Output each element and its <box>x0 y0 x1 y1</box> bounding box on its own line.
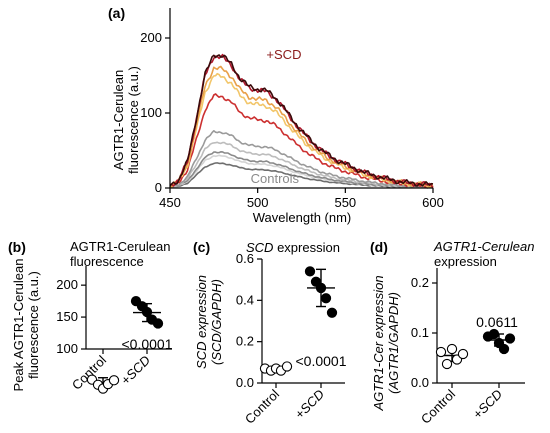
control-point <box>457 348 469 360</box>
x-tick-label: Control <box>418 386 458 426</box>
scd-point <box>315 282 327 294</box>
panel-b-ylabel-line1: Peak AGTR1-Cerulean <box>11 259 26 392</box>
panel-a-label: (a) <box>108 5 125 21</box>
y-tick-label: 150 <box>56 309 78 324</box>
panel-c-ylabel-line2: (SCD/GAPDH) <box>209 279 224 365</box>
panel-b-label: (b) <box>8 239 26 255</box>
scd-point <box>326 307 338 318</box>
y-tick-label: 0.4 <box>236 292 254 307</box>
spectrum-control-6 <box>169 141 434 189</box>
panel-d-label: (d) <box>370 239 388 255</box>
y-tick-label: 0.2 <box>411 275 429 290</box>
spectrum-control-8 <box>169 154 434 189</box>
scd-point <box>320 293 332 304</box>
panel-d-ylabel-line1: AGTR1-Cer expression <box>371 275 386 411</box>
x-tick-label: +SCD <box>470 387 505 422</box>
panel-c-title-suffix: expression <box>273 240 339 255</box>
x-tick-label: 550 <box>334 195 356 210</box>
annotation-scd: +SCD <box>266 47 301 62</box>
panel-b-title-line1: AGTR1-Cerulean <box>70 239 170 254</box>
panel-d-title-line1: AGTR1-Cerulean <box>433 239 534 254</box>
control-point <box>446 343 458 355</box>
x-tick-label: 600 <box>422 195 444 210</box>
panel-a-ticks: 450 500 550 600 0 100 200 <box>140 30 444 210</box>
panel-d-agtr1-expression: (d) AGTR1-Cerulean expression AGTR1-Cer … <box>370 239 534 427</box>
y-tick-label: 100 <box>56 341 78 356</box>
panel-c-label: (c) <box>193 239 210 255</box>
control-point <box>435 346 447 358</box>
panel-d-plot: 0.0 0.1 0.2 Control +SCD <box>411 268 525 427</box>
annotation-controls: Controls <box>251 171 300 186</box>
panel-d-ylabel-line2: (AGTR1/GAPDH) <box>386 292 401 394</box>
scd-point <box>152 318 164 329</box>
x-tick-label: 500 <box>247 195 269 210</box>
panel-b-pvalue: <0.0001 <box>122 336 173 352</box>
y-tick-label: 200 <box>56 277 78 292</box>
scd-point <box>498 343 510 355</box>
scd-point <box>504 333 516 344</box>
panel-b-ylabel-line2: fluorescence (a.u.) <box>26 271 41 379</box>
panel-b-peak-fluorescence: (b) AGTR1-Cerulean fluorescence Peak AGT… <box>8 239 173 394</box>
x-tick-label: 450 <box>159 195 181 210</box>
panel-d-pvalue: 0.0611 <box>476 314 518 330</box>
x-tick-label: +SCD <box>292 387 327 422</box>
x-axis-label: Wavelength (nm) <box>253 210 352 225</box>
spectra-curves <box>169 53 434 189</box>
y-tick-label: 0.1 <box>411 325 429 340</box>
y-tick-label: 0.6 <box>236 251 254 266</box>
y-tick-label: 100 <box>140 105 162 120</box>
y-tick-label: 0.2 <box>236 334 254 349</box>
y-axis-label-line1: AGTR1-Cerulean <box>111 70 126 170</box>
control-point <box>281 361 293 372</box>
panel-c-title-gene: SCD <box>246 240 273 255</box>
y-tick-label: 200 <box>140 30 162 45</box>
panel-c-pvalue: <0.0001 <box>296 353 347 369</box>
panel-b-title-line2: fluorescence <box>70 254 144 269</box>
control-point <box>108 375 120 386</box>
panel-d-title-line2: expression <box>434 254 497 269</box>
spectrum-scdscd-3 <box>169 72 434 189</box>
panel-c-title: SCD expression <box>246 240 340 255</box>
y-axis-label-line2: fluorescence (a.u.) <box>126 66 141 174</box>
scd-point <box>304 266 316 277</box>
scd-point <box>141 306 153 318</box>
x-tick-label: Control <box>242 386 282 426</box>
y-tick-label: 0 <box>155 180 162 195</box>
panel-c-ylabel-line1: SCD expression <box>194 275 209 369</box>
spectrum-scdscd-0 <box>169 54 434 187</box>
panel-c-scd-expression: (c) SCD expression SCD expression (SCD/G… <box>193 239 347 427</box>
y-tick-label: 0.0 <box>411 375 429 390</box>
y-tick-label: 0.0 <box>236 375 254 390</box>
x-tick-label: +SCD <box>118 353 153 388</box>
panel-c-plot: 0.0 0.2 0.4 0.6 Control +SCD <box>236 251 345 427</box>
control-point <box>441 358 453 370</box>
scd-point <box>488 328 500 340</box>
